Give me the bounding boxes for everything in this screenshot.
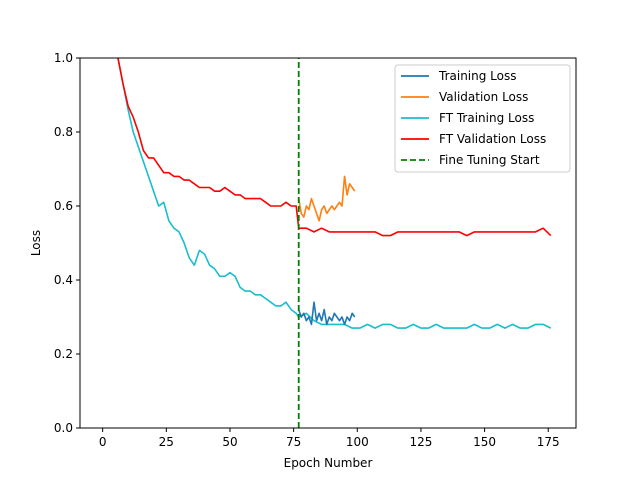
y-tick-label: 1.0 — [54, 51, 73, 65]
legend-box — [394, 64, 571, 173]
x-tick-label: 150 — [473, 435, 496, 449]
y-tick-label: 0.0 — [54, 421, 73, 435]
y-axis-label: Loss — [29, 230, 43, 256]
series-layer — [117, 58, 552, 428]
series-ft-validation-loss — [117, 58, 552, 237]
x-tick-label: 0 — [99, 435, 107, 449]
x-axis-label: Epoch Number — [284, 456, 373, 470]
series-validation-loss — [297, 175, 356, 222]
x-tick-label: 100 — [346, 435, 369, 449]
x-tick-label: 125 — [409, 435, 432, 449]
x-tick-label: 75 — [286, 435, 301, 449]
series-training-loss — [297, 301, 356, 326]
legend-label-ft-training-loss: FT Training Loss — [439, 111, 534, 125]
y-tick-label: 0.8 — [54, 125, 73, 139]
y-tick-label: 0.2 — [54, 347, 73, 361]
y-tick-label: 0.6 — [54, 199, 73, 213]
legend-label-validation-loss: Validation Loss — [439, 90, 528, 104]
x-tick-label: 175 — [537, 435, 560, 449]
x-tick-label: 25 — [159, 435, 174, 449]
x-axis-ticks: 0 25 50 75 100 125 150 175 — [99, 428, 560, 449]
series-ft-training-loss — [117, 58, 552, 329]
legend: Training Loss Validation Loss FT Training … — [394, 64, 571, 173]
y-axis-ticks: 0.0 0.2 0.4 0.6 0.8 1.0 — [54, 51, 80, 435]
legend-label-fine-tuning-start: Fine Tuning Start — [439, 153, 540, 167]
legend-label-training-loss: Training Loss — [438, 69, 516, 83]
x-tick-label: 50 — [222, 435, 237, 449]
legend-label-ft-validation-loss: FT Validation Loss — [439, 132, 546, 146]
y-tick-label: 0.4 — [54, 273, 73, 287]
plot-frame — [79, 57, 577, 429]
